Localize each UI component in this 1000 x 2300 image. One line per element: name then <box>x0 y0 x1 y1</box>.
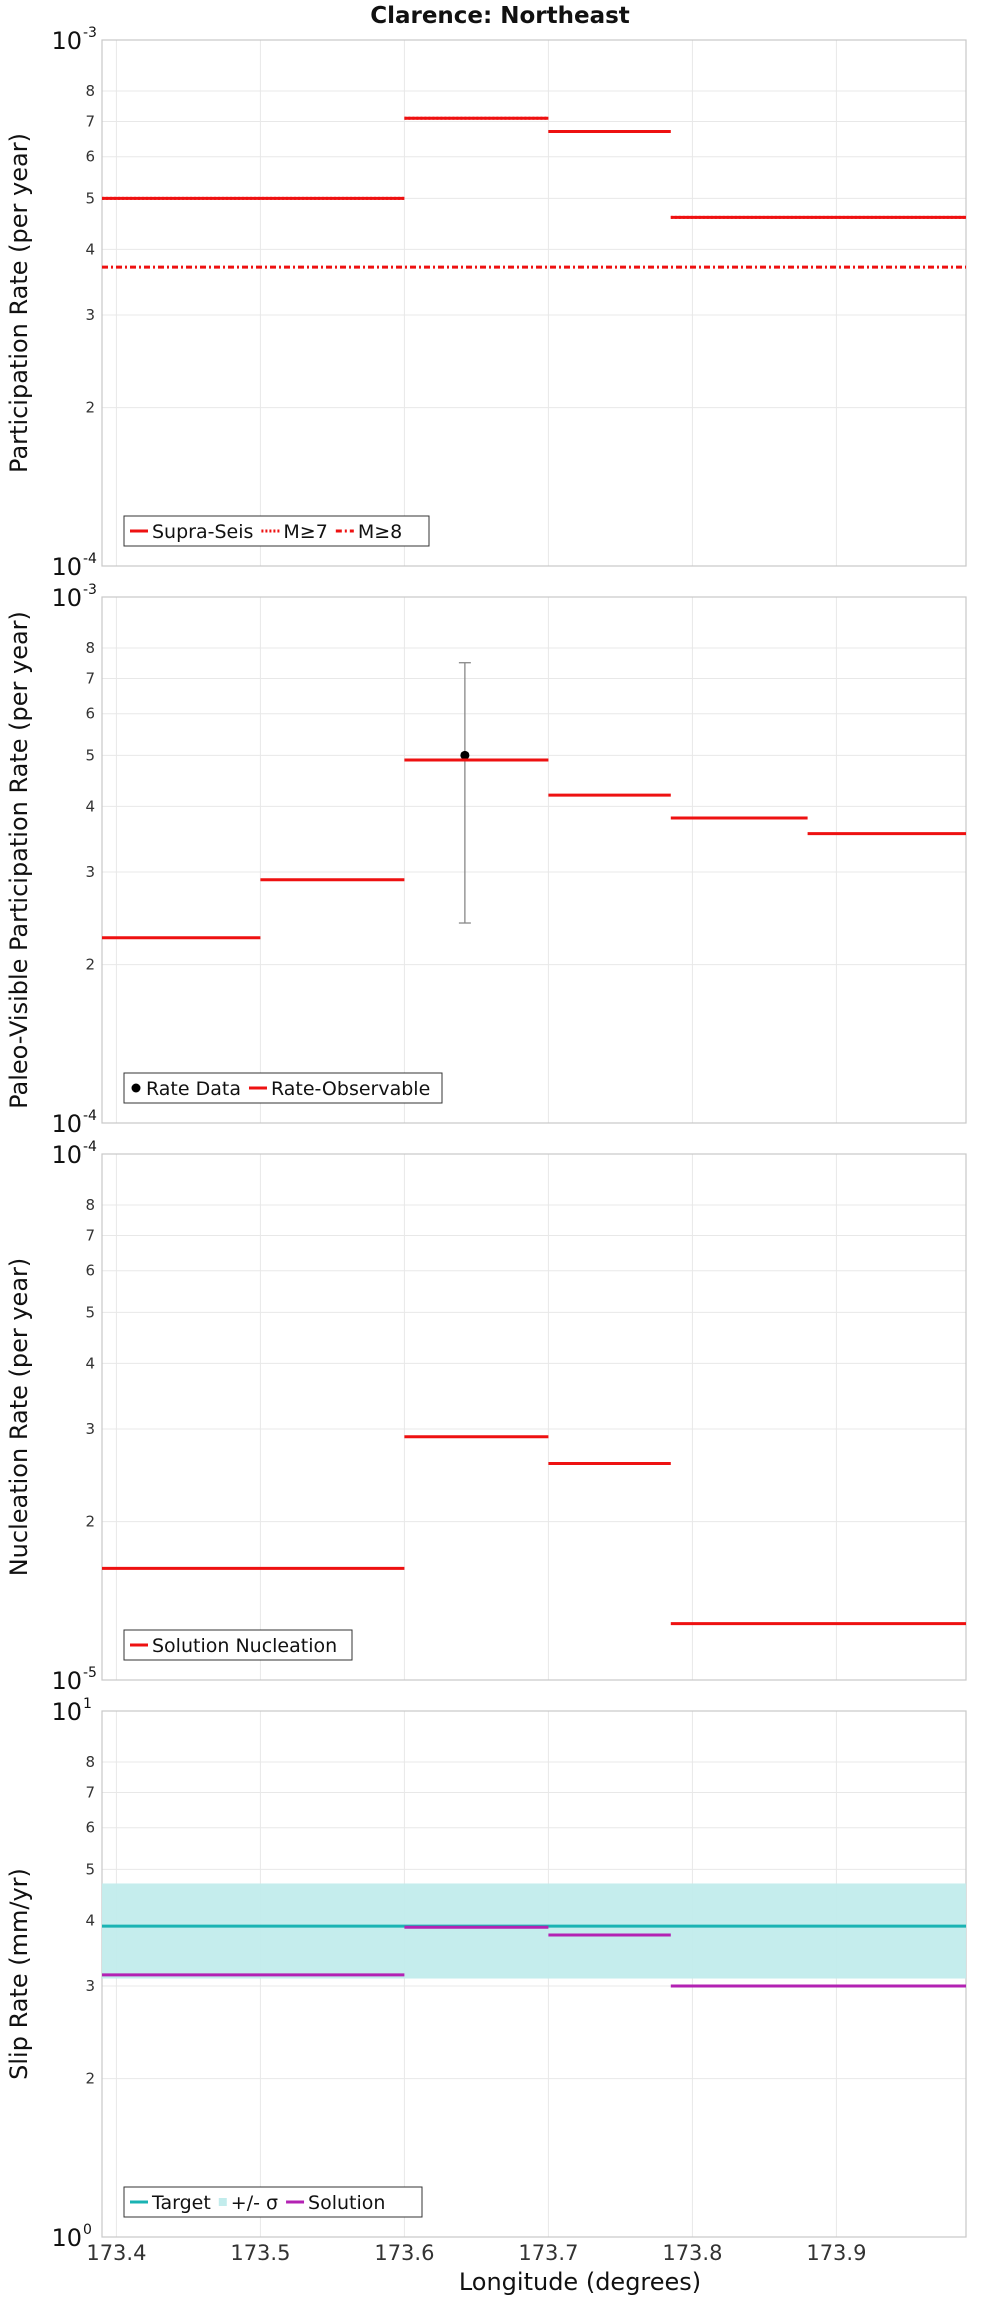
y-tick-label: 6 <box>85 1819 95 1837</box>
y-tick-label: 6 <box>85 148 95 166</box>
y-decade-label: 10 <box>51 1698 82 1726</box>
x-axis-title: Longitude (degrees) <box>459 2268 701 2296</box>
y-decade-label: 10 <box>51 584 82 612</box>
legend-swatch <box>218 2198 227 2206</box>
legend-label: Rate-Observable <box>271 1078 430 1100</box>
x-tick-label: 173.6 <box>374 2241 434 2265</box>
legend-label: Solution <box>308 2192 385 2214</box>
y-tick-label: 4 <box>85 797 95 815</box>
y-decade-label: 10 <box>51 1141 82 1169</box>
y-decade-exponent: -3 <box>83 25 97 41</box>
legend-box <box>123 2186 423 2218</box>
y-axis-title: Nucleation Rate (per year) <box>5 1258 33 1577</box>
legend-label: Target <box>151 2192 211 2214</box>
legend-label: M≥7 <box>283 521 327 543</box>
plot-area <box>102 1154 966 1680</box>
y-tick-label: 4 <box>85 1354 95 1372</box>
x-axis-tick-labels: 173.4 173.5 173.6 173.7 173.8 173.9 <box>86 2241 866 2265</box>
y-tick-label: 3 <box>85 1420 95 1438</box>
y-axis-title: Slip Rate (mm/yr) <box>5 1868 33 2080</box>
y-tick-label: 7 <box>85 1783 95 1801</box>
x-tick-label: 173.9 <box>806 2241 866 2265</box>
x-tick-label: 173.8 <box>662 2241 722 2265</box>
plot-frame <box>101 596 967 1124</box>
legend-box <box>123 1072 443 1104</box>
y-decade-exponent: -5 <box>83 1665 97 1681</box>
y-tick-label: 2 <box>85 1513 95 1531</box>
y-decade-exponent: 0 <box>83 2222 92 2238</box>
x-tick-label: 173.5 <box>230 2241 290 2265</box>
y-tick-label: 7 <box>85 1226 95 1244</box>
y-tick-label: 3 <box>85 306 95 324</box>
y-tick-label: 8 <box>85 639 95 657</box>
y-decade-label: 10 <box>51 553 82 581</box>
y-decade-exponent: -4 <box>83 1108 97 1124</box>
y-decade-exponent: -4 <box>83 551 97 567</box>
y-tick-label: 3 <box>85 1977 95 1995</box>
legend-label: +/- σ <box>231 2192 278 2214</box>
plot-frame <box>101 1153 967 1681</box>
y-tick-label: 5 <box>85 189 95 207</box>
y-tick-label: 5 <box>85 746 95 764</box>
y-tick-label: 8 <box>85 82 95 100</box>
legend-label: M≥8 <box>358 521 402 543</box>
y-tick-label: 3 <box>85 863 95 881</box>
legend-box <box>123 1629 353 1661</box>
y-tick-label: 8 <box>85 1196 95 1214</box>
y-decade-label: 10 <box>51 1667 82 1695</box>
y-tick-label: 2 <box>85 956 95 974</box>
y-tick-label: 7 <box>85 669 95 687</box>
chart-title: Clarence: Northeast <box>370 3 630 29</box>
y-decade-label: 10 <box>51 27 82 55</box>
y-tick-label: 6 <box>85 705 95 723</box>
x-tick-label: 173.4 <box>86 2241 146 2265</box>
y-tick-label: 2 <box>85 399 95 417</box>
y-axis-title: Paleo-Visible Participation Rate (per ye… <box>5 611 33 1109</box>
plot-frame <box>101 39 967 567</box>
plot-area <box>102 40 966 566</box>
sigma-band <box>102 1883 966 1979</box>
legend-label: Rate Data <box>146 1078 241 1100</box>
y-tick-label: 4 <box>85 1911 95 1929</box>
legend-marker <box>131 1083 141 1093</box>
x-tick-label: 173.7 <box>518 2241 578 2265</box>
y-tick-label: 2 <box>85 2070 95 2088</box>
y-tick-label: 5 <box>85 1303 95 1321</box>
data-point <box>460 750 470 760</box>
legend-label: Solution Nucleation <box>152 1635 337 1657</box>
y-decade-exponent: 1 <box>83 1696 92 1712</box>
y-tick-label: 6 <box>85 1262 95 1280</box>
legend-box <box>123 515 430 547</box>
y-axis-title: Participation Rate (per year) <box>5 133 33 473</box>
y-decade-exponent: -3 <box>83 582 97 598</box>
y-tick-label: 8 <box>85 1753 95 1771</box>
y-tick-label: 5 <box>85 1860 95 1878</box>
y-decade-label: 10 <box>51 2224 82 2252</box>
legend-label: Supra-Seis <box>152 521 253 543</box>
y-decade-label: 10 <box>51 1110 82 1138</box>
y-decade-exponent: -4 <box>83 1139 97 1155</box>
y-tick-label: 4 <box>85 240 95 258</box>
y-tick-label: 7 <box>85 112 95 130</box>
plot-area <box>102 597 966 1123</box>
